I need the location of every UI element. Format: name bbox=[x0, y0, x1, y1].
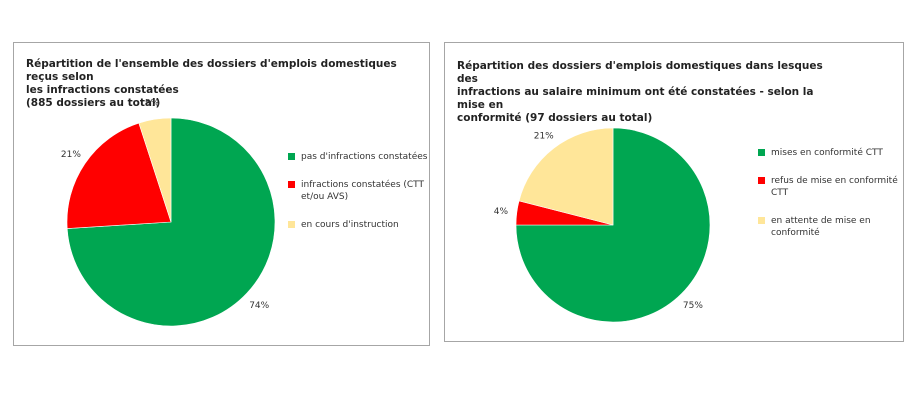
legend-2-swatch-2 bbox=[758, 177, 765, 184]
pie-1-slice-2 bbox=[66, 122, 172, 229]
legend-1-item-2: infractions constatées (CTT et/ou AVS) bbox=[288, 179, 428, 203]
chart-title-1-line-3: (885 dossiers au total) bbox=[26, 97, 161, 109]
chart-title-1: Répartition de l'ensemble des dossiers d… bbox=[26, 58, 406, 110]
chart-panel-1: Répartition de l'ensemble des dossiers d… bbox=[13, 42, 430, 346]
legend-1-item-3: en cours d'instruction bbox=[288, 219, 428, 231]
pie-1-data-label-3: 5% bbox=[145, 98, 160, 108]
legend-1-swatch-2 bbox=[288, 181, 295, 188]
legend-1-swatch-1 bbox=[288, 153, 295, 160]
chart-title-2: Répartition des dossiers d'emplois domes… bbox=[457, 60, 837, 125]
legend-2-item-1: mises en conformité CTT bbox=[758, 147, 898, 159]
legend-2-swatch-1 bbox=[758, 149, 765, 156]
legend-1: pas d'infractions constatées infractions … bbox=[288, 151, 428, 247]
chart-title-1-line-1: Répartition de l'ensemble des dossiers d… bbox=[26, 58, 397, 83]
legend-2-label-3: en attente de mise en conformité bbox=[771, 216, 871, 238]
pie-1-data-label-2: 21% bbox=[61, 150, 81, 160]
legend-2: mises en conformité CTT refus de mise en … bbox=[758, 147, 898, 255]
legend-1-label-2: infractions constatées (CTT et/ou AVS) bbox=[301, 180, 425, 202]
legend-2-label-2: refus de mise en conformité CTT bbox=[771, 176, 898, 198]
chart-title-2-line-1: Répartition des dossiers d'emplois domes… bbox=[457, 60, 823, 85]
pie-2-slice-1 bbox=[515, 127, 711, 323]
pie-2-slice-3 bbox=[518, 127, 614, 226]
legend-1-swatch-3 bbox=[288, 221, 295, 228]
pie-chart-2: 75% 4% 21% bbox=[494, 127, 711, 323]
legend-2-swatch-3 bbox=[758, 217, 765, 224]
legend-2-item-3: en attente de mise en conformité bbox=[758, 215, 898, 239]
pie-1-slice-3 bbox=[138, 117, 172, 223]
chart-title-2-line-2: infractions au salaire minimum ont été c… bbox=[457, 86, 814, 111]
pie-chart-1: 74% 21% 5% bbox=[61, 98, 276, 327]
chart-title-2-line-3: conformité (97 dossiers au total) bbox=[457, 112, 653, 124]
legend-2-label-1: mises en conformité CTT bbox=[771, 148, 883, 158]
chart-panel-2: Répartition des dossiers d'emplois domes… bbox=[444, 42, 904, 342]
pie-1-data-label-1: 74% bbox=[249, 301, 269, 311]
legend-1-item-1: pas d'infractions constatées bbox=[288, 151, 428, 163]
chart-title-1-line-2: les infractions constatées bbox=[26, 84, 179, 96]
legend-1-label-1: pas d'infractions constatées bbox=[301, 152, 428, 162]
pie-2-data-label-1: 75% bbox=[683, 301, 703, 311]
pie-2-data-label-3: 21% bbox=[534, 132, 554, 142]
pie-2-data-label-2: 4% bbox=[494, 207, 509, 217]
legend-1-label-3: en cours d'instruction bbox=[301, 220, 399, 230]
legend-2-item-2: refus de mise en conformité CTT bbox=[758, 175, 898, 199]
